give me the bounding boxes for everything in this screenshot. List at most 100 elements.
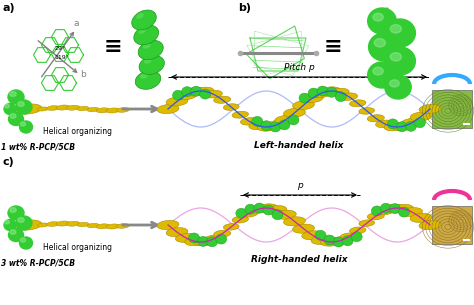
Ellipse shape [191,86,201,96]
Ellipse shape [10,114,16,118]
Ellipse shape [87,107,99,112]
Ellipse shape [384,19,415,47]
Ellipse shape [311,236,332,244]
Ellipse shape [374,39,385,47]
Ellipse shape [240,210,258,217]
Ellipse shape [198,236,209,246]
Ellipse shape [349,100,366,107]
Ellipse shape [136,13,144,19]
Ellipse shape [349,227,366,234]
Ellipse shape [380,203,392,213]
Ellipse shape [308,88,319,98]
Ellipse shape [223,104,239,110]
Text: a): a) [3,3,16,13]
Ellipse shape [207,237,218,247]
Ellipse shape [261,121,272,131]
Ellipse shape [157,104,179,113]
Ellipse shape [368,8,396,34]
Ellipse shape [320,87,341,95]
Ellipse shape [223,224,239,230]
Text: Left-handed helix: Left-handed helix [255,141,344,150]
Ellipse shape [330,88,349,96]
Ellipse shape [10,92,16,96]
Ellipse shape [204,235,222,243]
Ellipse shape [384,47,415,75]
Ellipse shape [8,206,24,220]
Ellipse shape [283,108,305,117]
Ellipse shape [292,224,314,233]
Ellipse shape [106,108,120,113]
Ellipse shape [257,204,277,212]
Ellipse shape [266,206,287,214]
Ellipse shape [392,122,413,131]
Ellipse shape [317,86,328,96]
Ellipse shape [236,208,247,218]
Ellipse shape [390,80,399,87]
FancyBboxPatch shape [432,90,472,128]
Ellipse shape [245,204,256,214]
Ellipse shape [302,94,323,102]
Ellipse shape [375,207,394,215]
Ellipse shape [252,117,263,126]
Ellipse shape [249,205,268,213]
Ellipse shape [18,102,24,106]
Ellipse shape [166,97,188,106]
Ellipse shape [373,67,383,75]
Text: a: a [73,19,79,28]
Ellipse shape [189,233,200,243]
Text: ≡: ≡ [324,37,342,57]
Ellipse shape [139,56,164,74]
Ellipse shape [335,92,346,102]
Ellipse shape [384,123,404,131]
Ellipse shape [185,237,205,246]
Ellipse shape [266,120,287,129]
Ellipse shape [117,108,129,112]
Ellipse shape [194,238,214,246]
Text: 119°: 119° [54,55,69,60]
Ellipse shape [232,111,248,118]
Ellipse shape [384,204,404,212]
Ellipse shape [410,213,432,222]
Text: Right-handed helix: Right-handed helix [251,255,347,264]
Ellipse shape [390,25,401,33]
Ellipse shape [132,10,156,30]
Ellipse shape [20,238,26,242]
Ellipse shape [326,87,337,97]
Ellipse shape [214,96,231,103]
Text: Pitch p: Pitch p [283,63,314,72]
Ellipse shape [10,207,16,213]
Ellipse shape [279,120,290,130]
Ellipse shape [315,230,326,240]
Ellipse shape [4,103,16,114]
Ellipse shape [367,213,384,220]
Ellipse shape [419,104,441,113]
Ellipse shape [5,104,9,108]
Ellipse shape [333,237,344,247]
Ellipse shape [368,62,396,88]
Text: p: p [297,181,303,190]
Ellipse shape [214,230,231,237]
Ellipse shape [8,90,24,104]
Ellipse shape [274,210,296,219]
Ellipse shape [96,224,110,229]
Ellipse shape [405,121,416,131]
Ellipse shape [216,234,227,244]
Ellipse shape [9,228,24,242]
Ellipse shape [14,104,42,114]
Ellipse shape [320,238,341,246]
Ellipse shape [37,107,48,111]
Ellipse shape [16,216,32,230]
Ellipse shape [272,210,283,220]
Ellipse shape [299,93,310,103]
Ellipse shape [283,217,305,226]
Ellipse shape [138,40,163,59]
Ellipse shape [5,220,9,224]
Ellipse shape [385,75,411,99]
Ellipse shape [392,204,413,213]
Text: Helical organizing: Helical organizing [44,127,112,136]
Ellipse shape [414,118,426,128]
Ellipse shape [274,115,296,124]
Ellipse shape [37,223,48,227]
Ellipse shape [200,89,210,99]
Ellipse shape [20,122,26,126]
